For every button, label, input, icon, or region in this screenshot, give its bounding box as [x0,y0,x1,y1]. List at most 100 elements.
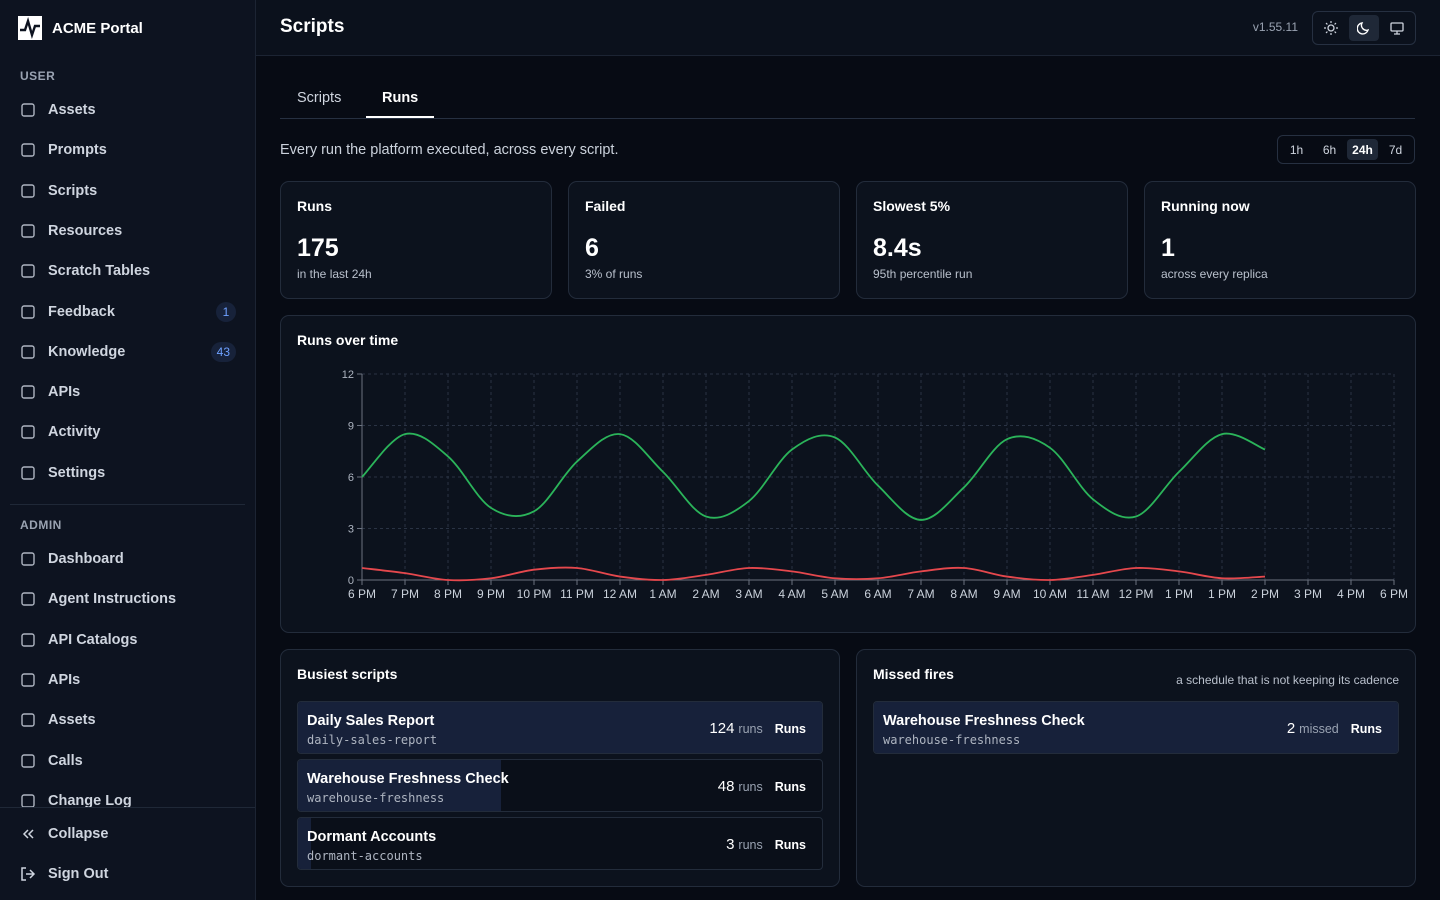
nav-item[interactable]: Assets [20,700,236,740]
stat-value: 1 [1161,234,1175,262]
nav-item[interactable]: API Catalogs [20,620,236,660]
stat-value: 8.4s [873,234,922,262]
light-theme[interactable] [1316,15,1347,41]
chart-card: Runs over time 0 3 6 9 12 6 PM 7 PM 8 PM 9 PM 10 … [280,315,1416,633]
section-title: ADMIN [20,518,62,532]
icon [21,224,35,238]
y-tick-label: 3 [348,524,354,536]
nav-item[interactable]: Scratch Tables [20,251,236,291]
stat-label: Runs [297,198,332,214]
nav-item[interactable]: Scripts [20,171,236,211]
script-name: Warehouse Freshness Check [883,713,1085,729]
theme-toggle [1312,11,1416,45]
nav-label: Dashboard [48,551,124,567]
count: 48 runs Runs [718,778,806,795]
range-picker: 1h 6h 24h 7d [1277,135,1415,164]
script-name: Warehouse Freshness Check [307,771,509,787]
collapse[interactable]: Collapse [20,814,236,854]
x-tick-label: 3 PM [1294,587,1322,601]
x-tick-label: 7 AM [907,587,934,601]
nav-item[interactable]: APIs [20,660,236,700]
range-active[interactable]: 24h [1347,139,1378,160]
nav-label: Resources [48,222,123,239]
missed-card: Missed fires a schedule that is not keep… [856,649,1416,887]
nav-label: Assets [48,102,96,118]
icon [1390,22,1404,35]
icon [21,183,35,198]
icon-shape [21,713,35,727]
range[interactable]: 1h [1289,142,1304,157]
x-tick-label: 2 PM [1251,587,1279,601]
icon [21,304,35,319]
version: v1.55.11 [1252,20,1298,34]
x-tick-label: 11 PM [560,587,594,601]
sign-out[interactable]: Sign Out [20,854,236,894]
script-slug: dormant-accounts [307,849,423,863]
stat-note: across every replica [1161,267,1268,281]
nav-item[interactable]: Dashboard [20,539,236,579]
nav-item[interactable]: Prompts [20,130,236,170]
nav-label: Scripts [48,182,98,199]
nav-item[interactable]: Activity [20,412,236,452]
nav-item[interactable]: Assets [20,90,236,130]
icon [21,103,35,117]
nav-item[interactable]: Settings [20,453,236,493]
x-tick-label: 4 AM [778,587,805,601]
count-bar [298,702,822,753]
count: 124 runs Runs [709,720,806,737]
runs-link[interactable]: Runs [774,838,806,852]
nav-item[interactable]: APIs [20,372,236,412]
section-title: USER [20,69,56,83]
nav-item[interactable]: Feedback 1 [20,292,236,332]
icon-shape [21,794,35,808]
x-tick-label: 4 PM [1337,587,1365,601]
icon [21,552,35,566]
brand-name: ACME Portal [52,19,143,37]
script-slug: warehouse-freshness [883,733,1021,747]
nav-item[interactable]: Agent Instructions [20,579,236,619]
range[interactable]: 7d [1388,142,1403,157]
script-slug: warehouse-freshness [307,791,445,805]
stat-note: in the last 24h [297,267,372,281]
runs-link[interactable]: Runs [1350,722,1382,736]
busiest-card: Busiest scripts Daily Sales Report daily-… [280,649,840,887]
nav-label: Assets [48,712,96,729]
brand[interactable]: ACME Portal [18,16,143,40]
list-row: Warehouse Freshness Check warehouse-fresh… [297,759,823,812]
stat-note: 95th percentile run [873,267,973,281]
label: Sign Out [48,866,109,882]
stat-label: Running now [1161,198,1250,214]
tab[interactable]: Scripts [297,90,342,106]
y-tick-label: 9 [348,421,354,433]
runs-link[interactable]: Runs [774,722,806,736]
count-value: 48 [717,778,735,795]
page-title: Scripts [280,16,345,37]
icon [21,713,35,727]
x-tick-label: 10 AM [1033,587,1067,601]
x-tick-label: 6 PM [348,587,376,601]
tab-active[interactable]: Runs [366,90,435,118]
sidebar: ACME Portal USER ADMIN Assets Prompts Scri… [0,0,256,900]
icon-shape [21,103,35,117]
count-value: 124 [709,720,735,737]
icon-shape [21,673,35,687]
card-title: Busiest scripts [297,666,398,682]
nav-label: APIs [48,671,81,688]
system-theme[interactable] [1381,15,1412,41]
icon-shape [21,264,35,278]
nav-item[interactable]: Change Log [20,781,236,821]
icon-shape [21,632,35,647]
nav-item[interactable]: Calls [20,741,236,781]
chart-title: Runs over time [297,332,399,348]
x-tick-label: 8 AM [950,587,977,601]
range[interactable]: 6h [1322,142,1337,157]
runs-link[interactable]: Runs [774,780,806,794]
icon-shape [21,465,35,480]
stat-value: 175 [297,234,339,262]
stat-value: 6 [585,234,599,262]
x-tick-label: 5 AM [821,587,848,601]
x-tick-label: 12 PM [1119,587,1154,601]
nav-item[interactable]: Resources [20,211,236,251]
dark-theme[interactable] [1348,15,1380,41]
nav-item[interactable]: Knowledge 43 [20,332,236,372]
